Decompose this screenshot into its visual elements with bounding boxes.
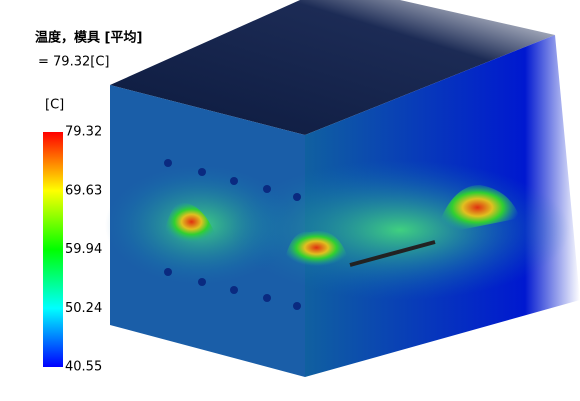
legend-label: 40.55 [65,360,102,375]
heat-halo [230,160,570,300]
hot-spot [163,202,220,245]
result-title: 温度，模具 [平均] [35,30,142,46]
result-value: = 79.32[C] [38,55,109,70]
legend-label: 79.32 [65,125,102,140]
legend-label: 69.63 [65,183,102,198]
hot-spot [283,230,350,268]
color-scale [43,132,63,367]
legend-label: 59.94 [65,242,102,257]
top-face [110,0,555,135]
runner [349,240,436,267]
legend-labels: 79.32 69.63 59.94 50.24 40.55 [65,125,102,375]
cooling-holes [164,159,301,310]
legend-unit: [C] [45,98,64,113]
legend-label: 50.24 [65,301,102,316]
hot-spot [435,185,520,235]
model [105,0,580,377]
